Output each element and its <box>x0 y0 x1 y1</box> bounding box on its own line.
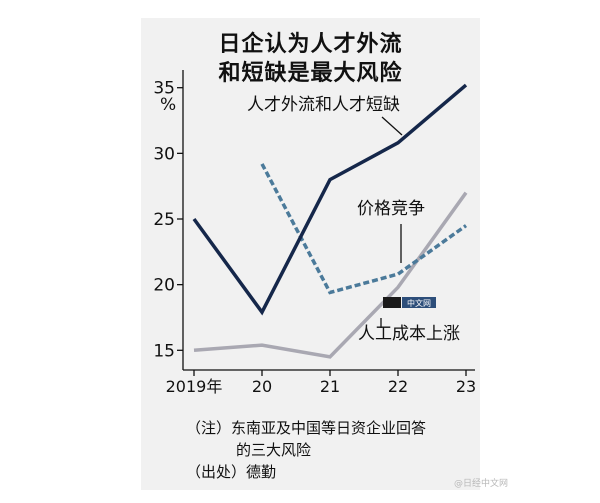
chart-title-line2: 和短缺是最大风险 <box>218 61 403 86</box>
logo-text: 中文网 <box>407 298 431 308</box>
x-tick-label-3: 22 <box>388 377 408 396</box>
series-leader-0 <box>381 116 403 136</box>
y-tick-label-35: 35 <box>153 79 175 99</box>
source-line: （出处）德勤 <box>186 463 277 481</box>
y-tick-label-15: 15 <box>153 341 175 361</box>
series-label-0: 人才外流和人才短缺 <box>247 95 400 115</box>
x-tick-label-4: 23 <box>456 377 476 396</box>
series-label-1: 价格竞争 <box>357 199 425 219</box>
watermark: @日经中文网 <box>454 479 509 489</box>
series-label-2: 人工成本上涨 <box>358 324 460 344</box>
note-line1: （注）东南亚及中国等日资企业回答 <box>186 419 427 437</box>
logo-mark <box>383 297 401 308</box>
x-tick-label-0: 2019年 <box>166 377 223 396</box>
y-unit-label: % <box>160 95 176 115</box>
series-line-0 <box>192 83 468 316</box>
y-tick-label-20: 20 <box>153 276 175 296</box>
y-tick-label-25: 25 <box>153 210 175 230</box>
series-line-1 <box>260 163 468 295</box>
y-tick-label-30: 30 <box>153 144 175 164</box>
x-tick-label-2: 21 <box>320 377 340 396</box>
note-line2: 的三大风险 <box>236 441 312 459</box>
x-tick-label-1: 20 <box>252 377 272 396</box>
chart-title-line1: 日企认为人才外流 <box>218 32 403 57</box>
nikkei-logo: 中文网 <box>383 297 436 308</box>
series-line-2 <box>193 191 468 359</box>
logo-badge <box>402 297 436 308</box>
